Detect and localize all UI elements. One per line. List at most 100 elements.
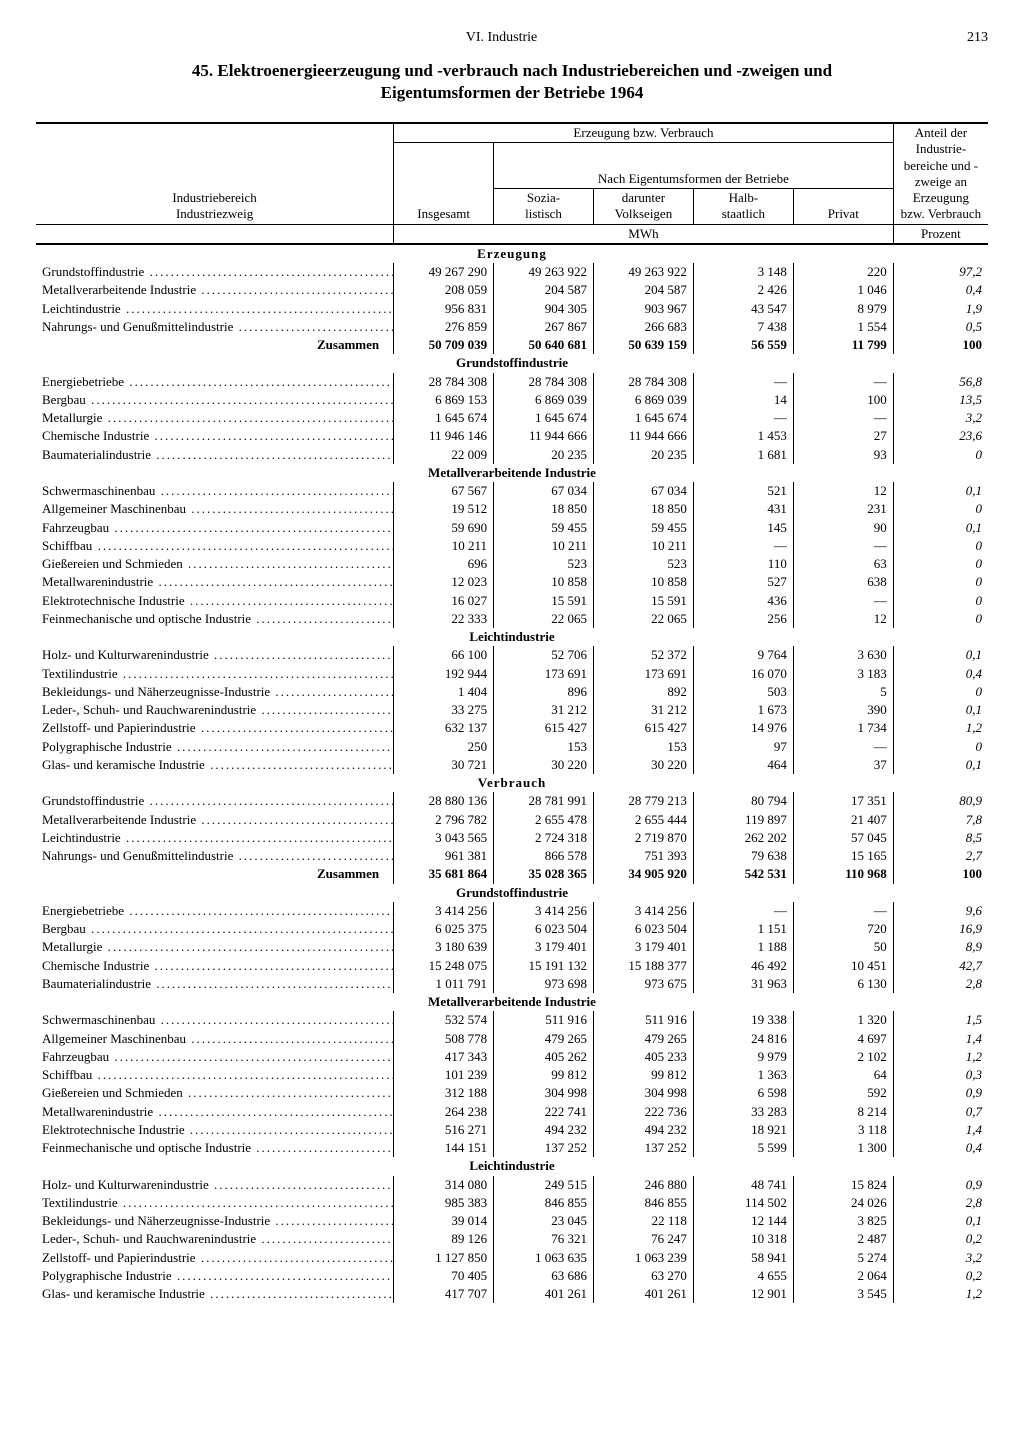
cell: 2 426 xyxy=(693,281,793,299)
cell: 59 690 xyxy=(394,519,494,537)
row-label: Fahrzeugbau xyxy=(36,519,394,537)
cell: 508 778 xyxy=(394,1030,494,1048)
cell: 39 014 xyxy=(394,1212,494,1230)
cell: 2 796 782 xyxy=(394,811,494,829)
cell: 17 351 xyxy=(793,792,893,810)
row-label: Bergbau xyxy=(36,920,394,938)
cell: 304 998 xyxy=(593,1084,693,1102)
row-label: Nahrungs- und Genußmittelindustrie xyxy=(36,318,394,336)
cell: 12 144 xyxy=(693,1212,793,1230)
table-row: Fahrzeugbau59 69059 45559 455145900,1 xyxy=(36,519,988,537)
cell: 3 414 256 xyxy=(394,902,494,920)
cell: — xyxy=(793,738,893,756)
cell: 14 xyxy=(693,391,793,409)
row-label: Feinmechanische und optische Industrie xyxy=(36,610,394,628)
row-label: Bergbau xyxy=(36,391,394,409)
cell: 314 080 xyxy=(394,1176,494,1194)
cell: 208 059 xyxy=(394,281,494,299)
row-label: Metallwarenindustrie xyxy=(36,1103,394,1121)
cell: 15 824 xyxy=(793,1176,893,1194)
cell: — xyxy=(693,409,793,427)
cell: — xyxy=(793,373,893,391)
cell: 1 188 xyxy=(693,938,793,956)
table-row: Leder-, Schuh- und Rauchwarenindustrie89… xyxy=(36,1230,988,1248)
row-label: Bekleidungs- und Näherzeugnisse-Industri… xyxy=(36,683,394,701)
table-row: Bekleidungs- und Näherzeugnisse-Industri… xyxy=(36,1212,988,1230)
cell: 10 211 xyxy=(494,537,594,555)
cell: 1 453 xyxy=(693,427,793,445)
cell: 523 xyxy=(593,555,693,573)
table-row: Feinmechanische und optische Industrie14… xyxy=(36,1139,988,1157)
cell: 985 383 xyxy=(394,1194,494,1212)
table-row: Elektrotechnische Industrie516 271494 23… xyxy=(36,1121,988,1139)
cell: 63 xyxy=(793,555,893,573)
cell: 22 118 xyxy=(593,1212,693,1230)
row-label: Energiebetriebe xyxy=(36,373,394,391)
cell: 50 640 681 xyxy=(494,336,594,354)
table-row: Leichtindustrie956 831904 305903 96743 5… xyxy=(36,300,988,318)
table-row: Energiebetriebe3 414 2563 414 2563 414 2… xyxy=(36,902,988,920)
row-label: Elektrotechnische Industrie xyxy=(36,592,394,610)
cell-percent: 0,4 xyxy=(893,281,988,299)
cell: 1 645 674 xyxy=(494,409,594,427)
cell-percent: 97,2 xyxy=(893,263,988,281)
cell: 204 587 xyxy=(494,281,594,299)
cell: 250 xyxy=(394,738,494,756)
cell: 11 944 666 xyxy=(593,427,693,445)
cell: 93 xyxy=(793,446,893,464)
cell: 4 655 xyxy=(693,1267,793,1285)
cell: 231 xyxy=(793,500,893,518)
cell: 30 220 xyxy=(593,756,693,774)
cell-percent: 0,9 xyxy=(893,1176,988,1194)
cell: 751 393 xyxy=(593,847,693,865)
cell: 3 043 565 xyxy=(394,829,494,847)
cell: 973 698 xyxy=(494,975,594,993)
cell: 5 xyxy=(793,683,893,701)
cell: 16 027 xyxy=(394,592,494,610)
cell-percent: 8,5 xyxy=(893,829,988,847)
cell-percent: 0,7 xyxy=(893,1103,988,1121)
cell: 28 784 308 xyxy=(394,373,494,391)
cell: 50 xyxy=(793,938,893,956)
cell-percent: 2,8 xyxy=(893,1194,988,1212)
cell: 79 638 xyxy=(693,847,793,865)
row-label: Polygraphische Industrie xyxy=(36,738,394,756)
cell: 15 591 xyxy=(593,592,693,610)
row-label: Baumaterialindustrie xyxy=(36,446,394,464)
cell: 896 xyxy=(494,683,594,701)
cell: 24 816 xyxy=(693,1030,793,1048)
cell: 12 xyxy=(793,482,893,500)
cell: 173 691 xyxy=(593,665,693,683)
cell: 15 188 377 xyxy=(593,957,693,975)
cell: 31 212 xyxy=(494,701,594,719)
cell: — xyxy=(793,537,893,555)
row-label: Nahrungs- und Genußmittelindustrie xyxy=(36,847,394,865)
cell: — xyxy=(793,592,893,610)
cell: 20 235 xyxy=(494,446,594,464)
cell: 10 318 xyxy=(693,1230,793,1248)
table-row: Leichtindustrie3 043 5652 724 3182 719 8… xyxy=(36,829,988,847)
cell: 10 858 xyxy=(494,573,594,591)
cell-percent: 0 xyxy=(893,738,988,756)
table-row: Zellstoff- und Papierindustrie1 127 8501… xyxy=(36,1249,988,1267)
cell: 494 232 xyxy=(494,1121,594,1139)
cell: — xyxy=(793,902,893,920)
row-label: Leder-, Schuh- und Rauchwarenindustrie xyxy=(36,701,394,719)
row-label: Polygraphische Industrie xyxy=(36,1267,394,1285)
cell: 99 812 xyxy=(494,1066,594,1084)
cell: 30 721 xyxy=(394,756,494,774)
cell: 58 941 xyxy=(693,1249,793,1267)
cell: 312 188 xyxy=(394,1084,494,1102)
cell: 5 599 xyxy=(693,1139,793,1157)
row-label: Feinmechanische und optische Industrie xyxy=(36,1139,394,1157)
cell: 145 xyxy=(693,519,793,537)
cell: 246 880 xyxy=(593,1176,693,1194)
cell: 49 263 922 xyxy=(593,263,693,281)
row-label: Schwermaschinenbau xyxy=(36,482,394,500)
cell-percent: 0,4 xyxy=(893,1139,988,1157)
cell: 542 531 xyxy=(693,865,793,883)
table-row: Bekleidungs- und Näherzeugnisse-Industri… xyxy=(36,683,988,701)
cell-percent: 3,2 xyxy=(893,1249,988,1267)
cell-percent: 0,1 xyxy=(893,519,988,537)
cell: 1 127 850 xyxy=(394,1249,494,1267)
